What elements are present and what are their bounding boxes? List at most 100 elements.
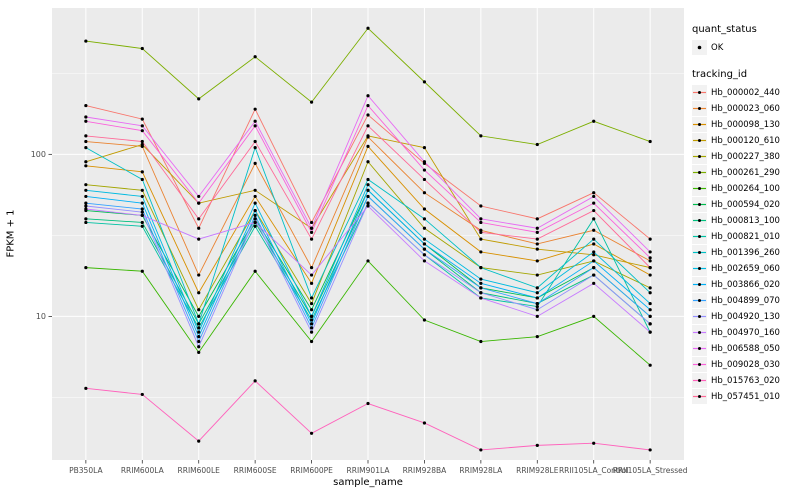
legend-item-Hb_057451_010: Hb_057451_010 xyxy=(692,389,798,404)
legend-item-Hb_000227_380: Hb_000227_380 xyxy=(692,149,798,164)
line-key-icon xyxy=(692,133,707,148)
legend-item-Hb_009028_030: Hb_009028_030 xyxy=(692,357,798,372)
legend-item-Hb_003866_020: Hb_003866_020 xyxy=(692,277,798,292)
data-point xyxy=(592,281,596,285)
data-point xyxy=(253,107,257,111)
data-point xyxy=(366,188,370,192)
data-point xyxy=(140,117,144,121)
x-tick-label: RRIM901LA xyxy=(347,466,391,475)
line-key-icon xyxy=(692,357,707,372)
y-tick-label: 10 xyxy=(36,312,46,321)
data-point xyxy=(535,230,539,234)
legend-label-ok: OK xyxy=(711,42,724,53)
line-key-icon xyxy=(692,85,707,100)
data-point xyxy=(479,250,483,254)
line-key-icon xyxy=(692,149,707,164)
data-point xyxy=(197,97,201,101)
data-point xyxy=(366,113,370,117)
data-point xyxy=(84,386,88,390)
data-point xyxy=(197,330,201,334)
line-key-icon xyxy=(692,229,707,244)
data-point xyxy=(140,210,144,214)
legend-item-Hb_000023_060: Hb_000023_060 xyxy=(692,101,798,116)
data-point xyxy=(648,308,652,312)
line-key-icon xyxy=(692,245,707,260)
data-point xyxy=(479,281,483,285)
y-tick-label: 100 xyxy=(31,150,46,159)
data-point xyxy=(309,308,314,312)
data-point xyxy=(648,259,652,263)
data-point xyxy=(309,318,314,322)
data-point xyxy=(592,242,596,246)
data-point xyxy=(309,330,314,334)
legend-item-Hb_002659_060: Hb_002659_060 xyxy=(692,261,798,276)
data-point xyxy=(253,201,257,205)
data-point xyxy=(366,194,370,199)
x-tick-label: RRII105LA_Control xyxy=(559,466,629,475)
data-point xyxy=(535,304,539,309)
legend-item-Hb_004920_130: Hb_004920_130 xyxy=(692,309,798,324)
x-tick-label: RRIM928LE xyxy=(516,466,559,475)
legend-item-Hb_000261_290: Hb_000261_290 xyxy=(692,165,798,180)
legend-label: Hb_000261_290 xyxy=(711,167,780,178)
data-point xyxy=(479,339,483,344)
legend-item-Hb_006588_050: Hb_006588_050 xyxy=(692,341,798,356)
data-point xyxy=(648,301,652,306)
data-point xyxy=(535,301,539,306)
data-point xyxy=(592,314,596,319)
data-point xyxy=(84,115,88,119)
data-point xyxy=(422,160,427,164)
data-point xyxy=(535,259,539,263)
line-key-icon xyxy=(692,165,707,180)
legend-label: Hb_000227_380 xyxy=(711,151,780,162)
data-point xyxy=(535,226,539,230)
data-point xyxy=(422,259,427,263)
data-point xyxy=(309,281,314,285)
data-point xyxy=(197,291,201,295)
data-point xyxy=(479,277,483,281)
data-point xyxy=(309,237,314,241)
data-point xyxy=(479,296,483,300)
data-point xyxy=(366,94,370,98)
x-tick-label: RRIM928BA xyxy=(403,466,448,475)
data-point xyxy=(592,259,596,263)
legend-label: Hb_000098_130 xyxy=(711,119,780,130)
legend-item-Hb_000264_100: Hb_000264_100 xyxy=(692,181,798,196)
data-point xyxy=(422,146,427,150)
data-point xyxy=(535,273,539,277)
data-point xyxy=(309,301,314,306)
data-point xyxy=(366,401,370,406)
data-point xyxy=(366,259,370,263)
data-point xyxy=(309,326,314,330)
legend-label: Hb_000594_020 xyxy=(711,199,780,210)
data-point xyxy=(366,134,370,138)
data-point xyxy=(422,242,427,246)
data-point xyxy=(479,204,483,208)
legend-label: Hb_004920_130 xyxy=(711,311,780,322)
legend-item-Hb_000002_440: Hb_000002_440 xyxy=(692,85,798,100)
line-chart-canvas: 100 10 PB350LA RRIM600LA RRIM600LE RRIM600SE R… xyxy=(31,8,688,475)
data-point xyxy=(253,224,257,228)
line-key-icon xyxy=(692,181,707,196)
line-key-icon xyxy=(692,309,707,324)
line-key-icon xyxy=(692,197,707,212)
data-point xyxy=(648,314,652,319)
line-key-icon xyxy=(692,277,707,292)
data-point xyxy=(197,273,201,277)
data-point xyxy=(535,142,539,147)
data-point xyxy=(592,201,596,205)
legend-label: Hb_000120_610 xyxy=(711,135,780,146)
data-point xyxy=(422,217,427,221)
data-point xyxy=(253,146,257,150)
legend-tracking-items: Hb_000002_440 Hb_000023_060 Hb_000098_130 H… xyxy=(692,85,798,404)
line-key-icon xyxy=(692,101,707,116)
data-point xyxy=(309,220,314,225)
legend-item-Hb_015763_020: Hb_015763_020 xyxy=(692,373,798,388)
data-point xyxy=(479,134,483,138)
data-point xyxy=(648,291,652,295)
data-point xyxy=(535,291,539,295)
data-point xyxy=(309,100,314,104)
data-point xyxy=(84,146,88,150)
data-point xyxy=(366,144,370,148)
